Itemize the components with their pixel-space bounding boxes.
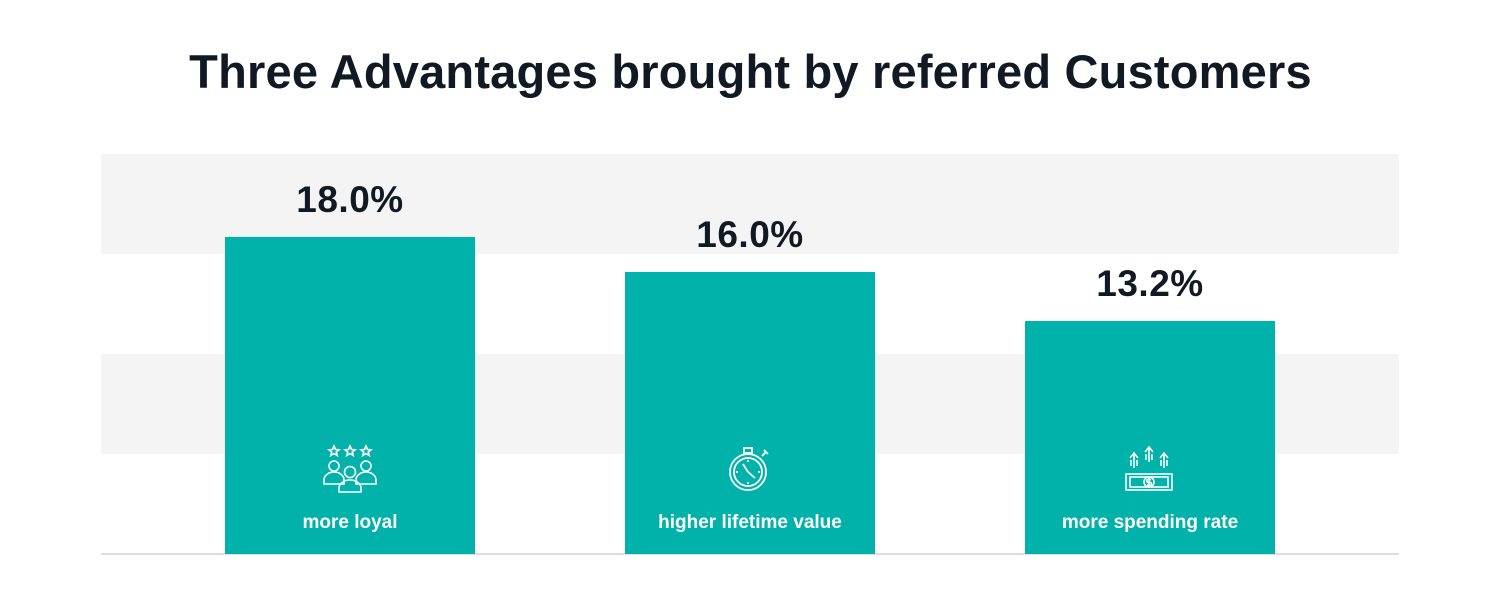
- bar-category-label: more loyal: [302, 512, 398, 533]
- bar-value-label: 13.2%: [1096, 263, 1204, 304]
- bar-category-label: higher lifetime value: [658, 512, 842, 533]
- bar-category-label: more spending rate: [1061, 512, 1239, 533]
- bar-higher-lifetime-value: 16.0% higher lifetime value: [625, 214, 875, 554]
- customers-stars-icon: [323, 444, 377, 493]
- bar-value-label: 18.0%: [296, 179, 404, 220]
- bar-value-label: 16.0%: [696, 214, 804, 255]
- plot-area: 18.0% more loyal 16.0%: [101, 154, 1399, 555]
- money-up-arrows-icon: [1125, 445, 1173, 491]
- stopwatch-icon: [729, 447, 769, 491]
- bar-more-spending-rate: 13.2% more spending rate: [1025, 263, 1275, 554]
- chart-title: Three Advantages brought by referred Cus…: [189, 45, 1312, 98]
- x-axis-baseline: [101, 553, 1399, 555]
- bar-more-loyal: 18.0% more loyal: [225, 179, 475, 554]
